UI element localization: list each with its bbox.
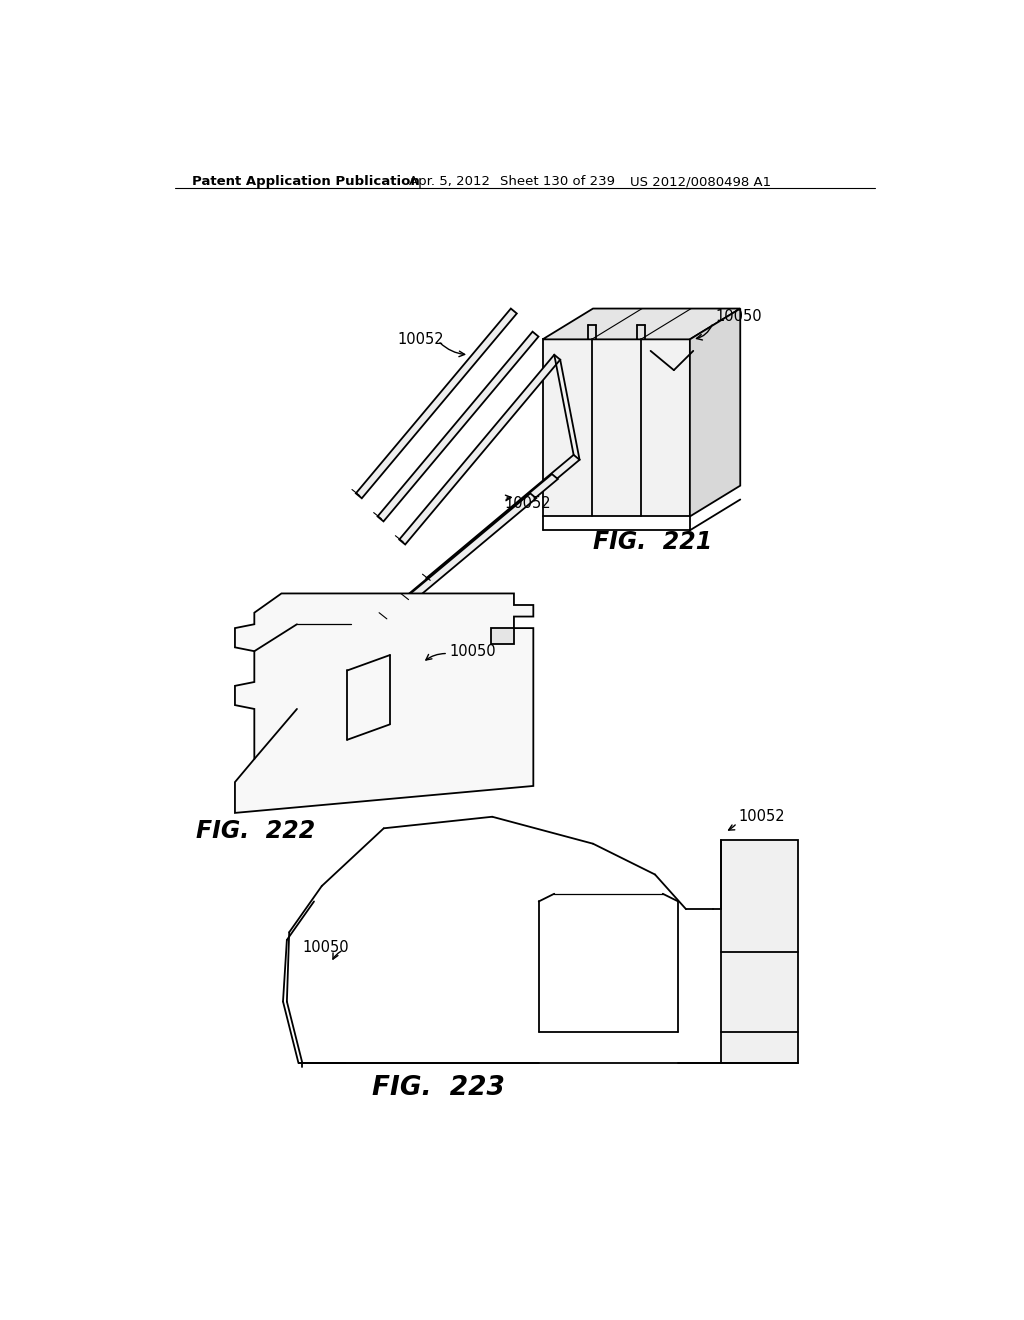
- Text: US 2012/0080498 A1: US 2012/0080498 A1: [630, 176, 771, 189]
- Text: 10052: 10052: [738, 809, 785, 824]
- Polygon shape: [234, 594, 534, 813]
- Text: 10050: 10050: [716, 309, 762, 323]
- Text: FIG.  223: FIG. 223: [372, 1074, 505, 1101]
- Polygon shape: [721, 840, 799, 1063]
- Polygon shape: [543, 339, 690, 516]
- Text: FIG.  222: FIG. 222: [197, 818, 315, 843]
- Polygon shape: [378, 331, 539, 521]
- Text: 10052: 10052: [505, 496, 551, 511]
- Polygon shape: [356, 309, 517, 498]
- Polygon shape: [543, 309, 740, 339]
- Polygon shape: [383, 494, 537, 622]
- Polygon shape: [426, 455, 580, 583]
- Text: 10050: 10050: [302, 940, 349, 956]
- Text: 10050: 10050: [450, 644, 497, 659]
- Polygon shape: [399, 355, 560, 544]
- Polygon shape: [404, 474, 558, 602]
- Polygon shape: [690, 309, 740, 516]
- Polygon shape: [490, 628, 514, 644]
- Text: 10052: 10052: [397, 331, 444, 347]
- Text: FIG.  221: FIG. 221: [593, 529, 713, 553]
- Text: Apr. 5, 2012: Apr. 5, 2012: [409, 176, 489, 189]
- Text: Patent Application Publication: Patent Application Publication: [191, 176, 419, 189]
- Text: Sheet 130 of 239: Sheet 130 of 239: [500, 176, 615, 189]
